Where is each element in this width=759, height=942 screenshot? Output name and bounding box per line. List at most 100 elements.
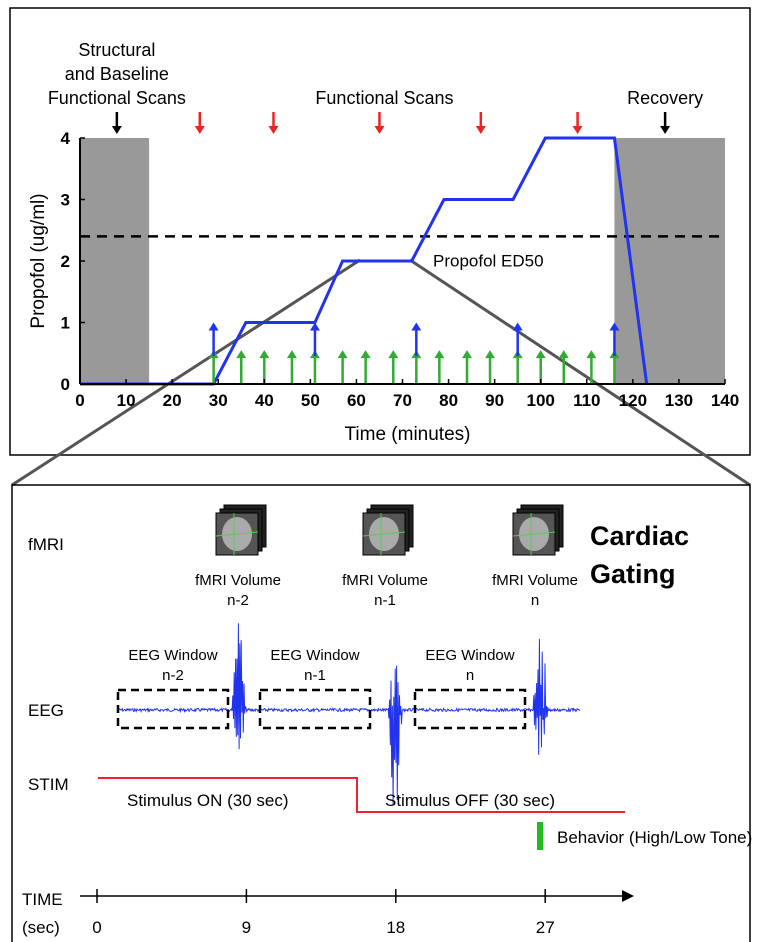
arrow-head bbox=[512, 322, 523, 331]
label: 27 bbox=[536, 918, 555, 937]
x-tick-label: 90 bbox=[485, 391, 504, 410]
x-axis-label: Time (minutes) bbox=[345, 424, 471, 445]
arrow bbox=[572, 112, 583, 134]
reference-label: Propofol ED50 bbox=[433, 251, 544, 270]
x-tick-label: 60 bbox=[347, 391, 366, 410]
arrow-head bbox=[609, 322, 620, 331]
y-tick-label: 4 bbox=[61, 129, 71, 148]
arrow bbox=[434, 350, 445, 384]
label: EEG Window bbox=[128, 647, 217, 664]
zoom-line bbox=[409, 258, 751, 487]
arrow-head bbox=[411, 322, 422, 331]
label: (sec) bbox=[22, 918, 60, 937]
arrow bbox=[485, 350, 496, 384]
arrow-head bbox=[660, 126, 671, 134]
arrow-head bbox=[286, 350, 297, 359]
label: Stimulus OFF (30 sec) bbox=[385, 791, 555, 810]
label: n-1 bbox=[304, 667, 326, 684]
behavior-bar bbox=[537, 822, 543, 850]
arrow bbox=[462, 350, 472, 384]
arrow bbox=[609, 322, 620, 356]
annotation: Functional Scans bbox=[48, 88, 186, 108]
shaded-region bbox=[80, 138, 150, 384]
arrow bbox=[337, 350, 348, 384]
x-tick-label: 140 bbox=[711, 391, 739, 410]
y-tick-label: 1 bbox=[61, 314, 70, 333]
arrow bbox=[660, 112, 671, 134]
arrow-head bbox=[374, 126, 385, 134]
fmri-volume bbox=[362, 504, 414, 556]
arrow bbox=[268, 112, 279, 134]
x-tick-label: 130 bbox=[665, 391, 693, 410]
label: n bbox=[531, 592, 539, 609]
label: EEG bbox=[28, 701, 64, 720]
arrow bbox=[259, 350, 270, 384]
y-axis-label: Propofol (ug/ml) bbox=[28, 193, 49, 328]
label: STIM bbox=[28, 775, 69, 794]
eeg-window bbox=[258, 688, 372, 730]
label: fMRI Volume bbox=[195, 572, 281, 589]
arrow bbox=[374, 112, 385, 134]
time-arrow bbox=[622, 890, 634, 902]
arrow bbox=[111, 112, 122, 134]
label: 9 bbox=[242, 918, 251, 937]
label: n-2 bbox=[227, 592, 249, 609]
arrow-head bbox=[194, 126, 205, 134]
y-tick-label: 2 bbox=[61, 252, 70, 271]
arrow bbox=[309, 322, 320, 356]
arrow bbox=[535, 350, 546, 384]
shaded-region bbox=[614, 138, 725, 384]
arrow bbox=[586, 350, 597, 384]
fmri-volume bbox=[215, 504, 267, 556]
arrow-head bbox=[236, 350, 247, 359]
label: TIME bbox=[22, 890, 63, 909]
arrow bbox=[388, 350, 399, 384]
x-tick-label: 80 bbox=[439, 391, 458, 410]
eeg-window bbox=[413, 688, 527, 730]
arrow-head bbox=[572, 126, 583, 134]
x-tick-label: 10 bbox=[117, 391, 136, 410]
x-tick-label: 100 bbox=[527, 391, 555, 410]
top-panel bbox=[9, 7, 751, 456]
label: fMRI bbox=[28, 535, 64, 554]
arrow bbox=[236, 350, 247, 384]
arrow-head bbox=[535, 350, 546, 359]
x-tick-label: 70 bbox=[393, 391, 412, 410]
arrow-head bbox=[485, 350, 496, 359]
bottom-panel bbox=[11, 484, 751, 942]
y-tick-label: 3 bbox=[61, 191, 70, 210]
eeg-trace bbox=[117, 623, 581, 805]
crosshair bbox=[512, 531, 556, 537]
arrow-head bbox=[388, 350, 399, 359]
y-tick-label: 0 bbox=[61, 375, 70, 394]
data-line bbox=[80, 136, 649, 386]
arrow-head bbox=[360, 350, 371, 359]
arrow-head bbox=[259, 350, 270, 359]
arrow-head bbox=[462, 350, 472, 359]
label: n-2 bbox=[162, 667, 184, 684]
label: 18 bbox=[386, 918, 405, 937]
arrow bbox=[475, 112, 486, 134]
zoom-line bbox=[11, 258, 361, 487]
x-tick-label: 110 bbox=[573, 391, 600, 410]
arrow bbox=[194, 112, 205, 134]
label: EEG Window bbox=[270, 647, 359, 664]
x-tick-label: 50 bbox=[301, 391, 320, 410]
crosshair bbox=[215, 531, 259, 537]
arrow bbox=[360, 350, 371, 384]
label: n bbox=[466, 667, 474, 684]
label: Cardiac bbox=[590, 521, 689, 551]
annotation: Structural bbox=[78, 40, 155, 60]
x-tick-label: 30 bbox=[209, 391, 228, 410]
label: Gating bbox=[590, 559, 676, 589]
label: EEG Window bbox=[425, 647, 514, 664]
arrow bbox=[558, 350, 569, 384]
fmri-volume bbox=[512, 504, 564, 556]
label: 0 bbox=[92, 918, 101, 937]
arrow-head bbox=[268, 126, 279, 134]
label: fMRI Volume bbox=[492, 572, 578, 589]
arrow bbox=[286, 350, 297, 384]
diagram: fMRI EEG STIM TIME (sec) Cardiac Gating fMRI Vo… bbox=[22, 504, 752, 937]
